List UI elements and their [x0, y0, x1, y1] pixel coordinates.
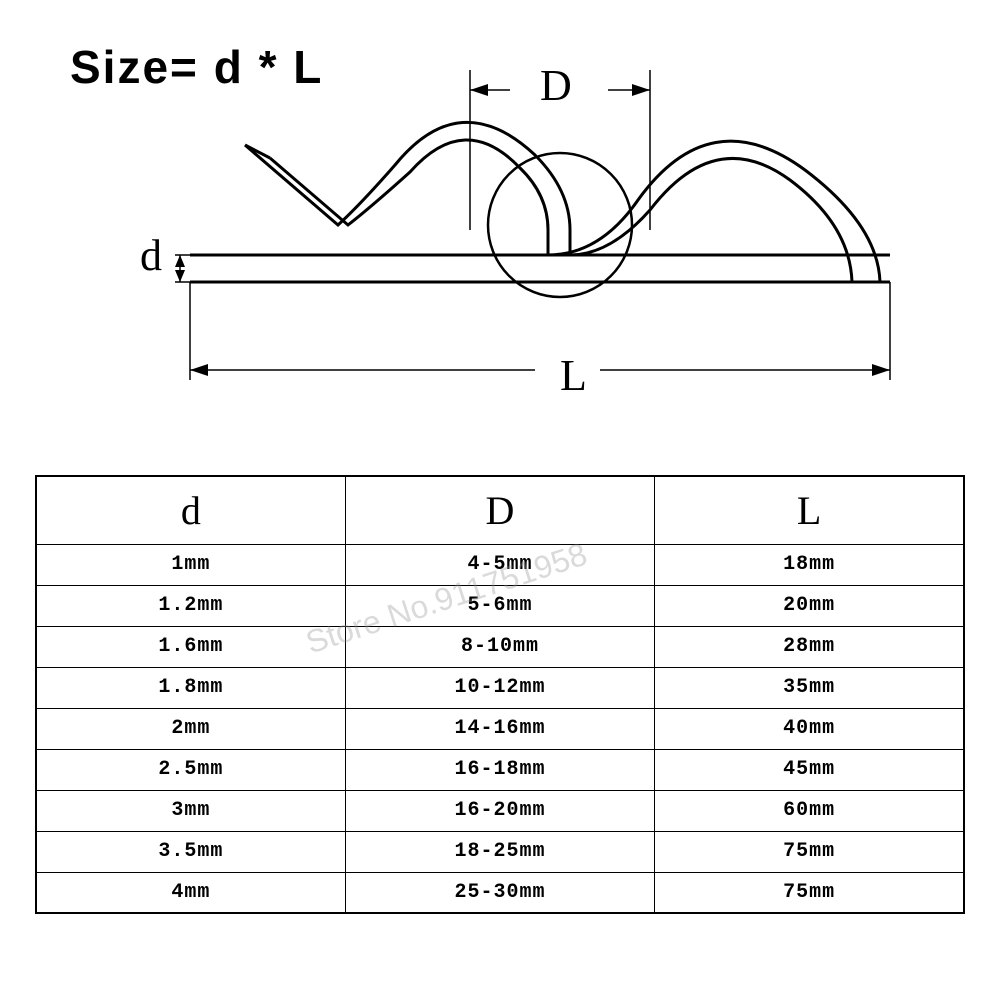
table-cell: 75mm: [655, 831, 964, 872]
table-cell: 2mm: [36, 708, 345, 749]
table-body: 1mm4-5mm18mm1.2mm5-6mm20mm1.6mm8-10mm28m…: [36, 544, 964, 913]
table-cell: 3.5mm: [36, 831, 345, 872]
table-cell: 16-18mm: [345, 749, 654, 790]
table-cell: 5-6mm: [345, 585, 654, 626]
table-cell: 18-25mm: [345, 831, 654, 872]
table-row: 2.5mm16-18mm45mm: [36, 749, 964, 790]
table-cell: 1.8mm: [36, 667, 345, 708]
table-cell: 1mm: [36, 544, 345, 585]
table-cell: 4mm: [36, 872, 345, 913]
table-cell: 16-20mm: [345, 790, 654, 831]
table-cell: 35mm: [655, 667, 964, 708]
col-header-d: d: [36, 476, 345, 544]
table-cell: 4-5mm: [345, 544, 654, 585]
table-row: 1mm4-5mm18mm: [36, 544, 964, 585]
table-cell: 25-30mm: [345, 872, 654, 913]
table-cell: 2.5mm: [36, 749, 345, 790]
table-cell: 60mm: [655, 790, 964, 831]
table-row: 2mm14-16mm40mm: [36, 708, 964, 749]
table-cell: 8-10mm: [345, 626, 654, 667]
table-cell: 3mm: [36, 790, 345, 831]
table-row: 1.8mm10-12mm35mm: [36, 667, 964, 708]
table-cell: 75mm: [655, 872, 964, 913]
table-cell: 10-12mm: [345, 667, 654, 708]
table-cell: 20mm: [655, 585, 964, 626]
table-row: 4mm25-30mm75mm: [36, 872, 964, 913]
table-cell: 1.2mm: [36, 585, 345, 626]
col-header-D: D: [345, 476, 654, 544]
table-row: 1.2mm5-6mm20mm: [36, 585, 964, 626]
dimension-label-d: d: [140, 230, 162, 281]
table-cell: 14-16mm: [345, 708, 654, 749]
size-table-container: d D L 1mm4-5mm18mm1.2mm5-6mm20mm1.6mm8-1…: [35, 475, 965, 914]
table-row: 1.6mm8-10mm28mm: [36, 626, 964, 667]
table-cell: 1.6mm: [36, 626, 345, 667]
table-cell: 40mm: [655, 708, 964, 749]
table-row: 3.5mm18-25mm75mm: [36, 831, 964, 872]
table-row: 3mm16-20mm60mm: [36, 790, 964, 831]
dimension-label-L: L: [560, 350, 587, 401]
table-cell: 18mm: [655, 544, 964, 585]
col-header-L: L: [655, 476, 964, 544]
dimension-label-D: D: [540, 60, 572, 111]
size-table: d D L 1mm4-5mm18mm1.2mm5-6mm20mm1.6mm8-1…: [35, 475, 965, 914]
table-header-row: d D L: [36, 476, 964, 544]
table-cell: 45mm: [655, 749, 964, 790]
table-cell: 28mm: [655, 626, 964, 667]
